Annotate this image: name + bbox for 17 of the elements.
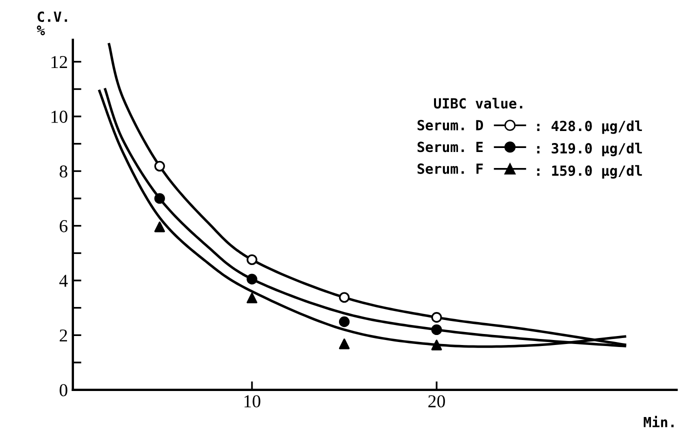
legend-label: Serum. D	[418, 120, 483, 130]
annotation: : 319.0 μg/dl	[537, 142, 642, 156]
legend-label: Serum. E	[418, 142, 483, 152]
y-tick-label: 4	[59, 274, 68, 287]
legend-label: Serum. F	[418, 163, 483, 174]
annotation: : 159.0 μg/dl	[537, 165, 642, 179]
legend-title: UIBC value.	[434, 98, 522, 109]
y-tick-label: 6	[60, 220, 68, 232]
x-axis-title: Min.	[644, 416, 674, 428]
annotation: : 428.0 μg/dl	[537, 120, 642, 134]
y-tick-label: 2	[60, 329, 68, 342]
x-tick-label: 20	[428, 395, 445, 408]
y-tick-label: 12	[52, 56, 68, 68]
y-tick-label: 8	[60, 165, 68, 178]
y-tick-label: 0	[60, 384, 68, 396]
y-axis-title: C.V. %	[36, 11, 68, 36]
y-tick-label: 10	[52, 110, 68, 123]
